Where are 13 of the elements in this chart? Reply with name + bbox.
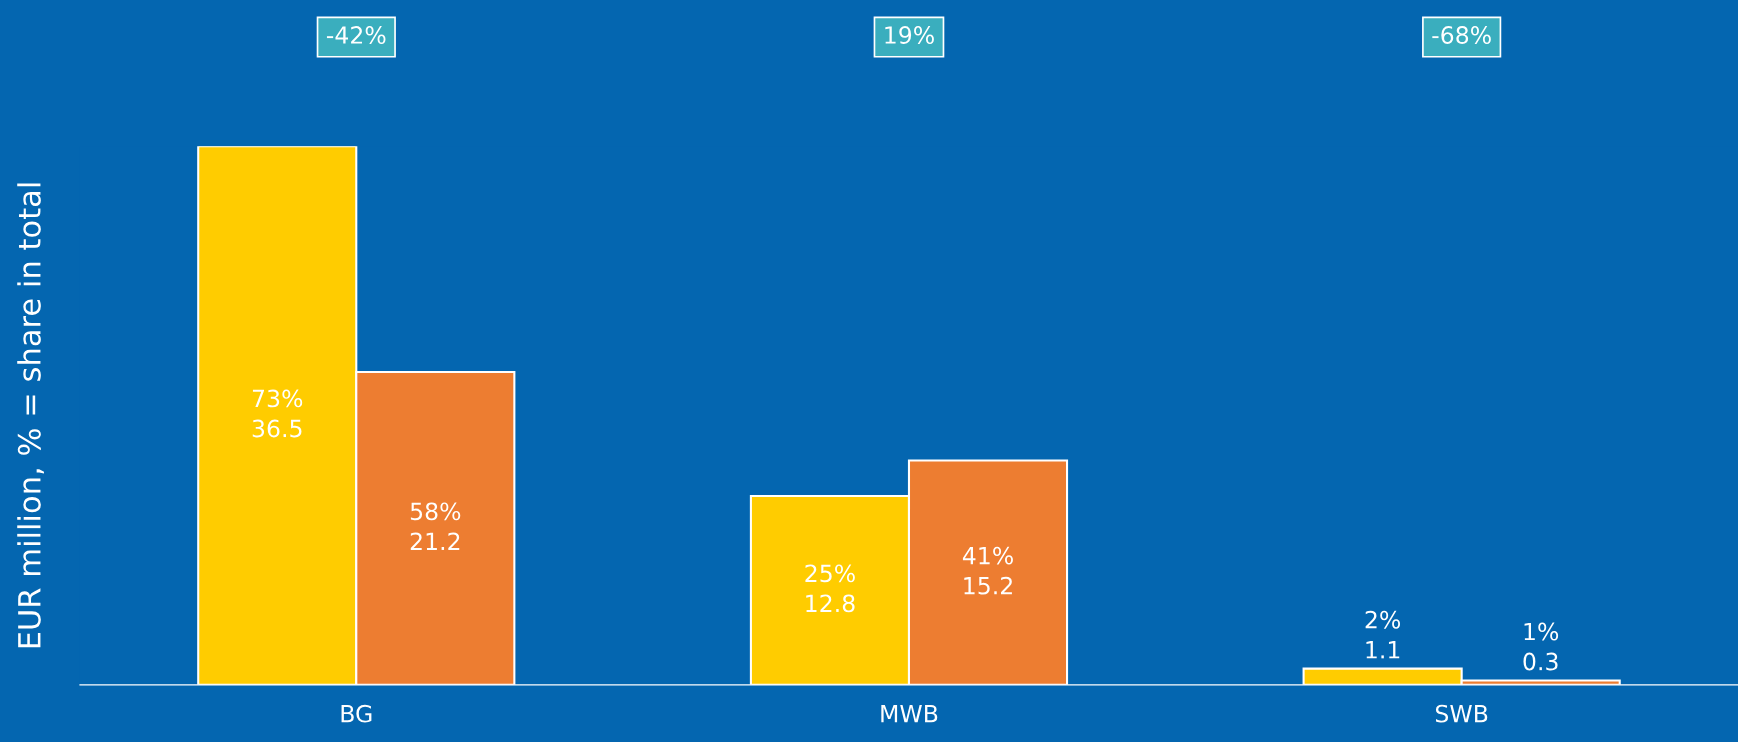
- data-label: 41% 15.2: [962, 546, 1013, 595]
- x-tick-label: BG: [341, 704, 372, 723]
- data-label: 73% 36.5: [252, 389, 303, 438]
- text: 19%: [885, 26, 934, 44]
- x-tick-label: MWB: [881, 705, 938, 723]
- data-label: 2% 1.1: [1365, 610, 1401, 659]
- data-label: 25% 12.8: [805, 564, 855, 613]
- data-label: 1% 0.3: [1523, 622, 1559, 671]
- x-tick-label: SWB: [1435, 704, 1488, 723]
- text: -42%: [326, 26, 386, 44]
- y-axis-title: EUR million, % = share in total: [17, 183, 44, 648]
- data-label: 58% 21.2: [410, 502, 461, 550]
- text: -68%: [1432, 26, 1491, 44]
